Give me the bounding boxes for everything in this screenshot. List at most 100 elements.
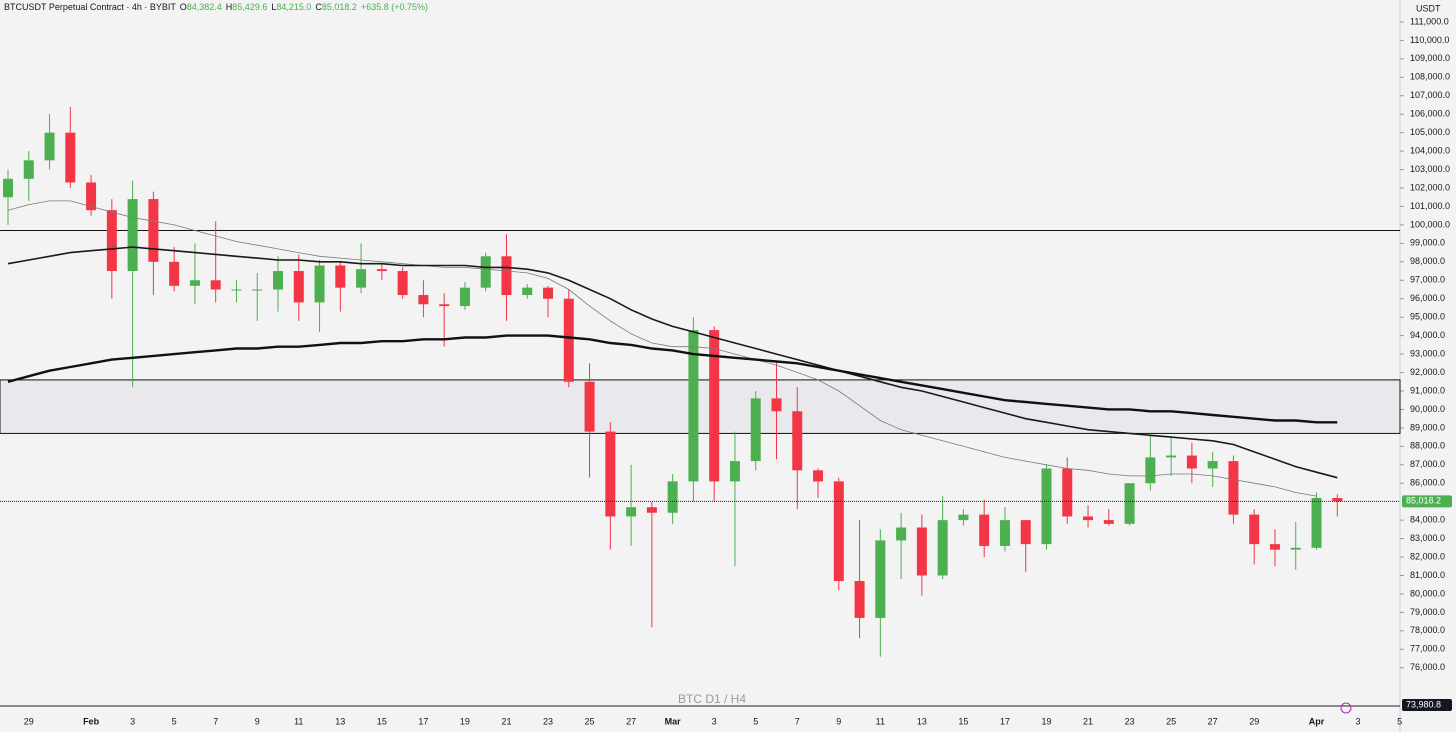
candle-body (356, 269, 367, 288)
y-tick-label: 94,000.0 (1410, 330, 1445, 340)
candle-body (231, 289, 242, 291)
y-tick-label: 77,000.0 (1410, 644, 1445, 654)
candle-body (833, 481, 844, 582)
candle-body (584, 381, 595, 432)
x-tick-label: 27 (626, 716, 636, 726)
x-tick-label: 15 (377, 716, 387, 726)
candle-body (127, 199, 138, 272)
y-tick-label: 103,000.0 (1410, 164, 1450, 174)
x-tick-label: 23 (543, 716, 553, 726)
y-tick-label: 101,000.0 (1410, 201, 1450, 211)
candle-body (189, 280, 200, 286)
candle-body (418, 295, 429, 305)
candle-body (1186, 455, 1197, 469)
bottom-marker-label: 73,980.8 (1406, 699, 1441, 709)
candle-body (65, 132, 76, 183)
last-price-label: 85,018.2 (1406, 496, 1441, 506)
y-tick-label: 83,000.0 (1410, 533, 1445, 543)
y-tick-label: 96,000.0 (1410, 293, 1445, 303)
candle-body (169, 261, 180, 286)
x-tick-label: Mar (665, 716, 682, 726)
candle-body (729, 461, 740, 482)
x-tick-label: 7 (795, 716, 800, 726)
candle-body (750, 398, 761, 462)
candle-body (314, 265, 325, 303)
indicator-icon[interactable] (1340, 702, 1352, 714)
x-tick-label: 27 (1208, 716, 1218, 726)
candle-body (1290, 547, 1301, 550)
candle-body (397, 271, 408, 296)
candle-body (543, 287, 554, 299)
ma-line (7, 200, 1317, 497)
y-tick-label: 89,000.0 (1410, 422, 1445, 432)
y-tick-label: 111,000.0 (1410, 16, 1449, 26)
candle-body (44, 132, 55, 161)
zone (0, 379, 1401, 434)
y-tick-label: 76,000.0 (1410, 662, 1445, 672)
x-tick-label: 21 (1083, 716, 1093, 726)
y-tick-label: 100,000.0 (1410, 219, 1450, 229)
ma-line (7, 246, 1338, 479)
candle-body (3, 178, 13, 198)
candle-body (958, 514, 969, 521)
candle-body (667, 481, 678, 513)
y-tick-label: 102,000.0 (1410, 182, 1450, 192)
x-tick-label: 13 (335, 716, 345, 726)
plot: 76,000.0 77,000.0 78,000.0 79,000.0 80,000.0… (0, 16, 1450, 726)
candle-body (1166, 455, 1177, 458)
candle-body (1062, 468, 1073, 517)
x-tick-label: 9 (255, 716, 260, 726)
candle-body (916, 527, 927, 576)
x-tick-label: 9 (836, 716, 841, 726)
y-tick-label: 84,000.0 (1410, 515, 1445, 525)
y-tick-label: 105,000.0 (1410, 127, 1450, 137)
legend-value: 84,382.4 (187, 2, 222, 12)
candle-body (501, 256, 512, 296)
y-tick-label: 110,000.0 (1410, 35, 1449, 45)
x-tick-label: 3 (130, 716, 135, 726)
y-tick-label: 107,000.0 (1410, 90, 1450, 100)
y-tick-label: 87,000.0 (1410, 459, 1445, 469)
candle-body (459, 287, 470, 307)
y-tick-label: 97,000.0 (1410, 275, 1445, 285)
candle-body (1083, 516, 1094, 521)
y-tick-label: 86,000.0 (1410, 478, 1445, 488)
legend-value: 84,215.0 (276, 2, 311, 12)
symbol: BTCUSDT Perpetual Contract · 4h · BYBIT (4, 2, 176, 12)
x-tick-label: 17 (1000, 716, 1010, 726)
y-tick-label: 90,000.0 (1410, 404, 1445, 414)
x-tick-label: 11 (876, 716, 885, 726)
y-tick-label: 95,000.0 (1410, 312, 1445, 322)
candle-body (937, 520, 948, 576)
x-tick-label: 5 (172, 716, 177, 726)
candle-body (813, 470, 824, 482)
bottom-marker-box (1402, 699, 1452, 711)
x-tick-label: 5 (753, 716, 758, 726)
x-tick-label: 21 (501, 716, 511, 726)
y-tick-label: 79,000.0 (1410, 607, 1445, 617)
candle-body (1041, 468, 1052, 545)
candle-body (1249, 514, 1260, 545)
y-tick-label: 98,000.0 (1410, 256, 1445, 266)
candle-body (439, 304, 450, 307)
x-tick-label: 17 (418, 716, 428, 726)
x-tick-label: 3 (1356, 716, 1361, 726)
x-tick-label: Feb (83, 716, 100, 726)
x-tick-label: 23 (1125, 716, 1135, 726)
x-tick-label: 25 (1166, 716, 1176, 726)
y-tick-label: 88,000.0 (1410, 441, 1445, 451)
candle-body (522, 287, 533, 296)
candle-body (480, 256, 491, 288)
candle-body (896, 527, 907, 541)
x-tick-label: Apr (1309, 716, 1325, 726)
y-tick-label: 108,000.0 (1410, 72, 1450, 82)
candle-body (23, 160, 34, 179)
candle-body (210, 280, 221, 290)
legend-value: 85,429.6 (232, 2, 267, 12)
x-tick-label: 5 (1397, 716, 1402, 726)
watermark: BTC D1 / H4 (678, 692, 746, 706)
x-tick-label: 19 (460, 716, 470, 726)
candle-body (1228, 461, 1239, 515)
candle-body (646, 507, 657, 513)
